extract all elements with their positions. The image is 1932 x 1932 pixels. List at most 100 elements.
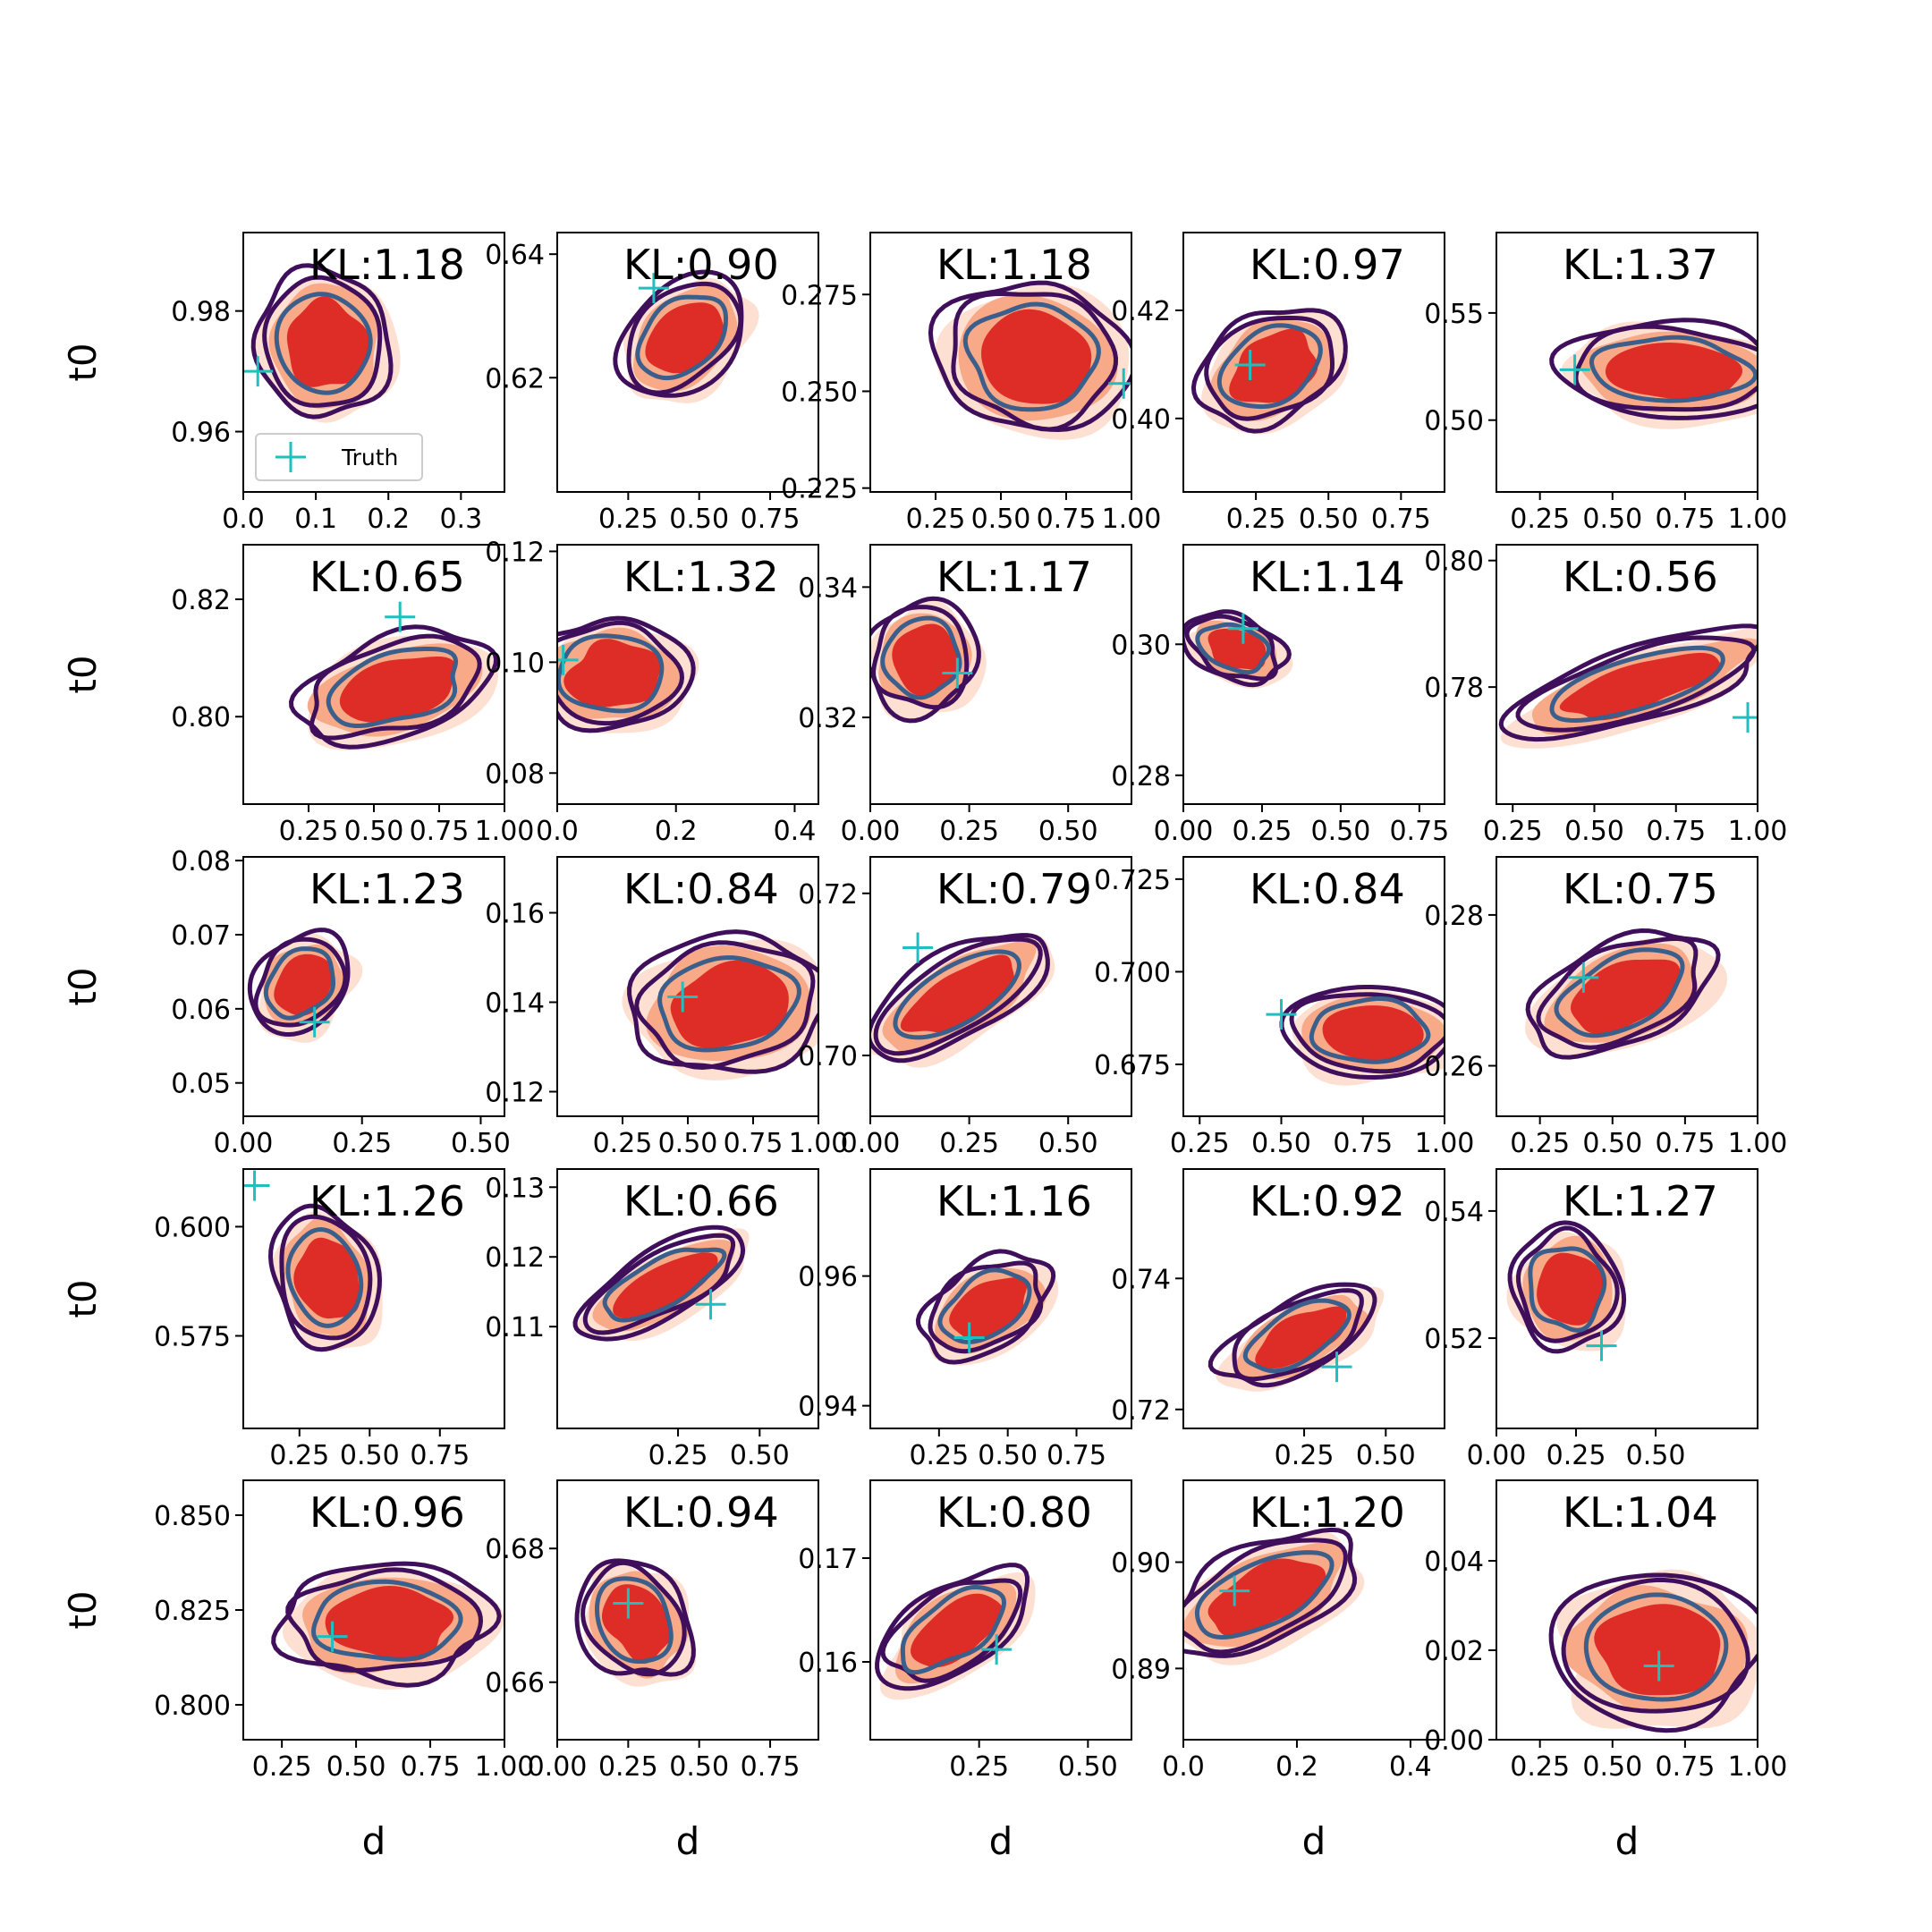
x-tick-label: 0.75 — [401, 1751, 461, 1783]
density-fill-inner — [1208, 1558, 1326, 1637]
x-tick-label: 0.75 — [1333, 1128, 1393, 1159]
posterior-contours — [1549, 318, 1758, 429]
contour-outer — [271, 1561, 502, 1688]
kl-divergence-label: KL:0.92 — [1250, 1177, 1405, 1225]
x-tick-label: 0.2 — [655, 816, 698, 847]
y-tick-label: 0.725 — [1094, 865, 1171, 896]
posterior-contours — [622, 929, 818, 1080]
y-tick-label: 0.05 — [171, 1069, 231, 1100]
x-tick-label: 0.75 — [1371, 504, 1431, 535]
panel-11: 0.00 0.25 0.50 0.05 0.06 0.07 0.08 KL:1.23 t0 — [61, 846, 511, 1159]
y-tick-label: 0.55 — [1424, 299, 1484, 330]
plus-marker-icon — [275, 442, 306, 472]
x-tick-label: 0.50 — [1564, 816, 1624, 847]
panel-10: 0.25 0.50 0.75 1.00 0.78 0.80 KL:0.56 — [1424, 544, 1788, 847]
y-tick-label: 0.00 — [1424, 1725, 1484, 1757]
x-tick-label: 0.50 — [1311, 816, 1371, 847]
contour-inner — [900, 1584, 1007, 1675]
y-tick-label: 0.16 — [485, 899, 545, 930]
x-tick-label: 0.50 — [669, 504, 729, 535]
x-tick-label: 0.75 — [1646, 816, 1706, 847]
posterior-contours — [915, 1249, 1059, 1366]
panel-frame — [1496, 856, 1758, 1117]
contour-inner — [1242, 1298, 1352, 1374]
panel-18: 0.25 0.50 0.75 0.94 0.96 KL:1.16 — [798, 1168, 1132, 1471]
kl-divergence-label: KL:0.84 — [1250, 865, 1405, 913]
y-tick-label: 0.07 — [171, 920, 231, 952]
x-tick-label: 0.4 — [774, 816, 817, 847]
x-axis-title: d — [362, 1819, 386, 1863]
contour-outer — [1208, 1282, 1377, 1388]
x-tick-label: 0.00 — [1467, 1440, 1527, 1471]
contour-inner — [657, 955, 801, 1053]
panel-frame — [1182, 1168, 1445, 1429]
truth-marker — [1227, 613, 1258, 644]
truth-marker — [613, 1588, 644, 1619]
truth-marker — [1266, 999, 1297, 1030]
panel-frame — [242, 1168, 505, 1429]
truth-marker — [953, 1322, 985, 1353]
panel-frame — [242, 232, 505, 493]
y-tick-label: 0.12 — [485, 1242, 545, 1274]
contour-inner — [880, 615, 962, 700]
x-axis-title: d — [1302, 1819, 1326, 1863]
x-tick-label: 1.00 — [475, 1751, 535, 1783]
truth-marker — [1733, 702, 1758, 733]
x-tick-label: 0.50 — [730, 1440, 790, 1471]
truth-marker — [243, 1170, 270, 1201]
y-tick-label: 0.13 — [485, 1173, 545, 1204]
x-tick-label: 0.4 — [1389, 1751, 1432, 1783]
truth-marker — [557, 644, 579, 675]
panel-frame — [556, 232, 819, 493]
kl-divergence-label: KL:1.32 — [623, 553, 779, 601]
panel-2: 0.25 0.50 0.75 0.62 0.64 KL:0.90 — [485, 232, 819, 535]
kl-divergence-label: KL:0.79 — [936, 865, 1092, 913]
x-tick-label: 0.25 — [1483, 816, 1543, 847]
kl-divergence-label: KL:0.75 — [1563, 865, 1718, 913]
contour-second — [580, 1560, 687, 1677]
panel-19: 0.25 0.50 0.72 0.74 KL:0.92 — [1111, 1168, 1445, 1471]
y-tick-label: 0.04 — [1424, 1546, 1484, 1578]
y-tick-label: 0.600 — [154, 1212, 231, 1243]
kl-divergence-label: KL:1.18 — [309, 241, 465, 289]
truth-marker — [1559, 354, 1590, 386]
density-fill-inner — [900, 954, 1014, 1033]
x-axis-title: d — [989, 1819, 1013, 1863]
density-fill-inner — [1322, 1005, 1424, 1061]
y-tick-label: 0.34 — [798, 572, 858, 604]
panel-frame — [1182, 1479, 1445, 1741]
panel-frame — [1182, 544, 1445, 805]
panel-25: 0.25 0.50 0.75 1.00 0.00 0.02 0.04 KL:1.04 d — [1424, 1479, 1787, 1863]
panel-6: 0.25 0.50 0.75 1.00 0.80 0.82 KL:0.65 t0 — [61, 544, 534, 847]
contour-inner — [1528, 1246, 1607, 1333]
posterior-contours — [243, 1170, 383, 1352]
panel-9: 0.00 0.25 0.50 0.75 0.28 0.30 KL:1.14 — [1111, 544, 1449, 847]
y-tick-label: 0.52 — [1424, 1324, 1484, 1355]
panel-14: 0.25 0.50 0.75 1.00 0.675 0.700 0.725 KL:0.84 — [1094, 856, 1474, 1159]
contour-outer — [557, 615, 696, 733]
x-tick-label: 0.25 — [949, 1751, 1009, 1783]
kl-divergence-label: KL:1.17 — [936, 553, 1092, 601]
y-tick-label: 0.32 — [798, 703, 858, 734]
density-fill-inner — [564, 639, 661, 708]
x-tick-label: 0.2 — [367, 504, 410, 535]
y-tick-label: 0.575 — [154, 1321, 231, 1352]
x-tick-label: 0.00 — [1154, 816, 1214, 847]
x-tick-label: 0.25 — [1510, 1751, 1570, 1783]
x-tick-label: 0.50 — [1626, 1440, 1686, 1471]
contour-inner — [962, 301, 1101, 412]
y-tick-label: 0.08 — [485, 758, 545, 790]
density-fill-inner — [613, 1252, 718, 1318]
x-tick-label: 0.25 — [1510, 1128, 1570, 1159]
x-tick-label: 1.00 — [1728, 816, 1788, 847]
density-fill-inner — [1594, 1604, 1721, 1696]
panel-23: 0.25 0.50 0.16 0.17 KL:0.80 d — [798, 1479, 1132, 1863]
contour-inner — [263, 946, 335, 1021]
kl-divergence-label: KL:1.18 — [936, 241, 1092, 289]
x-tick-label: 0.50 — [326, 1751, 386, 1783]
x-tick-label: 0.50 — [1251, 1128, 1311, 1159]
x-tick-label: 0.50 — [1038, 1128, 1098, 1159]
density-fill-inner — [1606, 343, 1743, 401]
panel-frame — [1496, 1479, 1758, 1741]
